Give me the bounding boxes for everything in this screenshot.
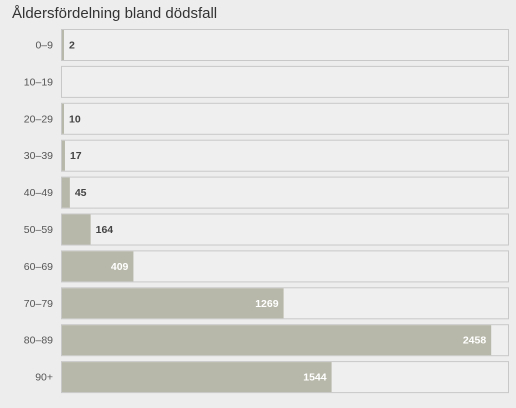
bar[interactable]: [62, 288, 284, 319]
bar[interactable]: [62, 30, 64, 60]
value-label: 409: [111, 261, 129, 273]
category-label: 30–39: [24, 150, 53, 162]
value-label: 45: [75, 187, 87, 199]
value-label: 2458: [463, 335, 487, 347]
value-label: 10: [69, 113, 81, 125]
value-label: 1269: [255, 298, 279, 310]
bar[interactable]: [62, 140, 65, 171]
category-label: 60–69: [24, 261, 53, 273]
bar[interactable]: [62, 251, 134, 282]
bar-track: [61, 102, 509, 135]
bar-track: [61, 29, 509, 61]
bar[interactable]: [62, 214, 91, 245]
bar[interactable]: [62, 325, 492, 356]
value-label: 1544: [303, 372, 327, 384]
category-label: 20–29: [24, 113, 53, 125]
bar[interactable]: [62, 103, 64, 134]
bar[interactable]: [62, 362, 332, 393]
category-label: 90+: [35, 372, 53, 384]
category-label: 80–89: [24, 335, 53, 347]
chart-title: Åldersfördelning bland dödsfall: [12, 5, 218, 22]
value-label: 2: [69, 40, 75, 52]
category-label: 0–9: [35, 40, 53, 52]
category-label: 10–19: [24, 76, 53, 88]
category-label: 50–59: [24, 224, 53, 236]
category-label: 40–49: [24, 187, 53, 199]
bar-track: [61, 139, 509, 172]
bar-track: [61, 213, 509, 246]
bar-track: [61, 176, 509, 209]
value-label: 164: [96, 224, 114, 236]
bar-track: [61, 250, 509, 283]
bar-track: [61, 65, 509, 98]
bar[interactable]: [62, 177, 70, 208]
category-label: 70–79: [24, 298, 53, 310]
value-label: 17: [70, 150, 82, 162]
